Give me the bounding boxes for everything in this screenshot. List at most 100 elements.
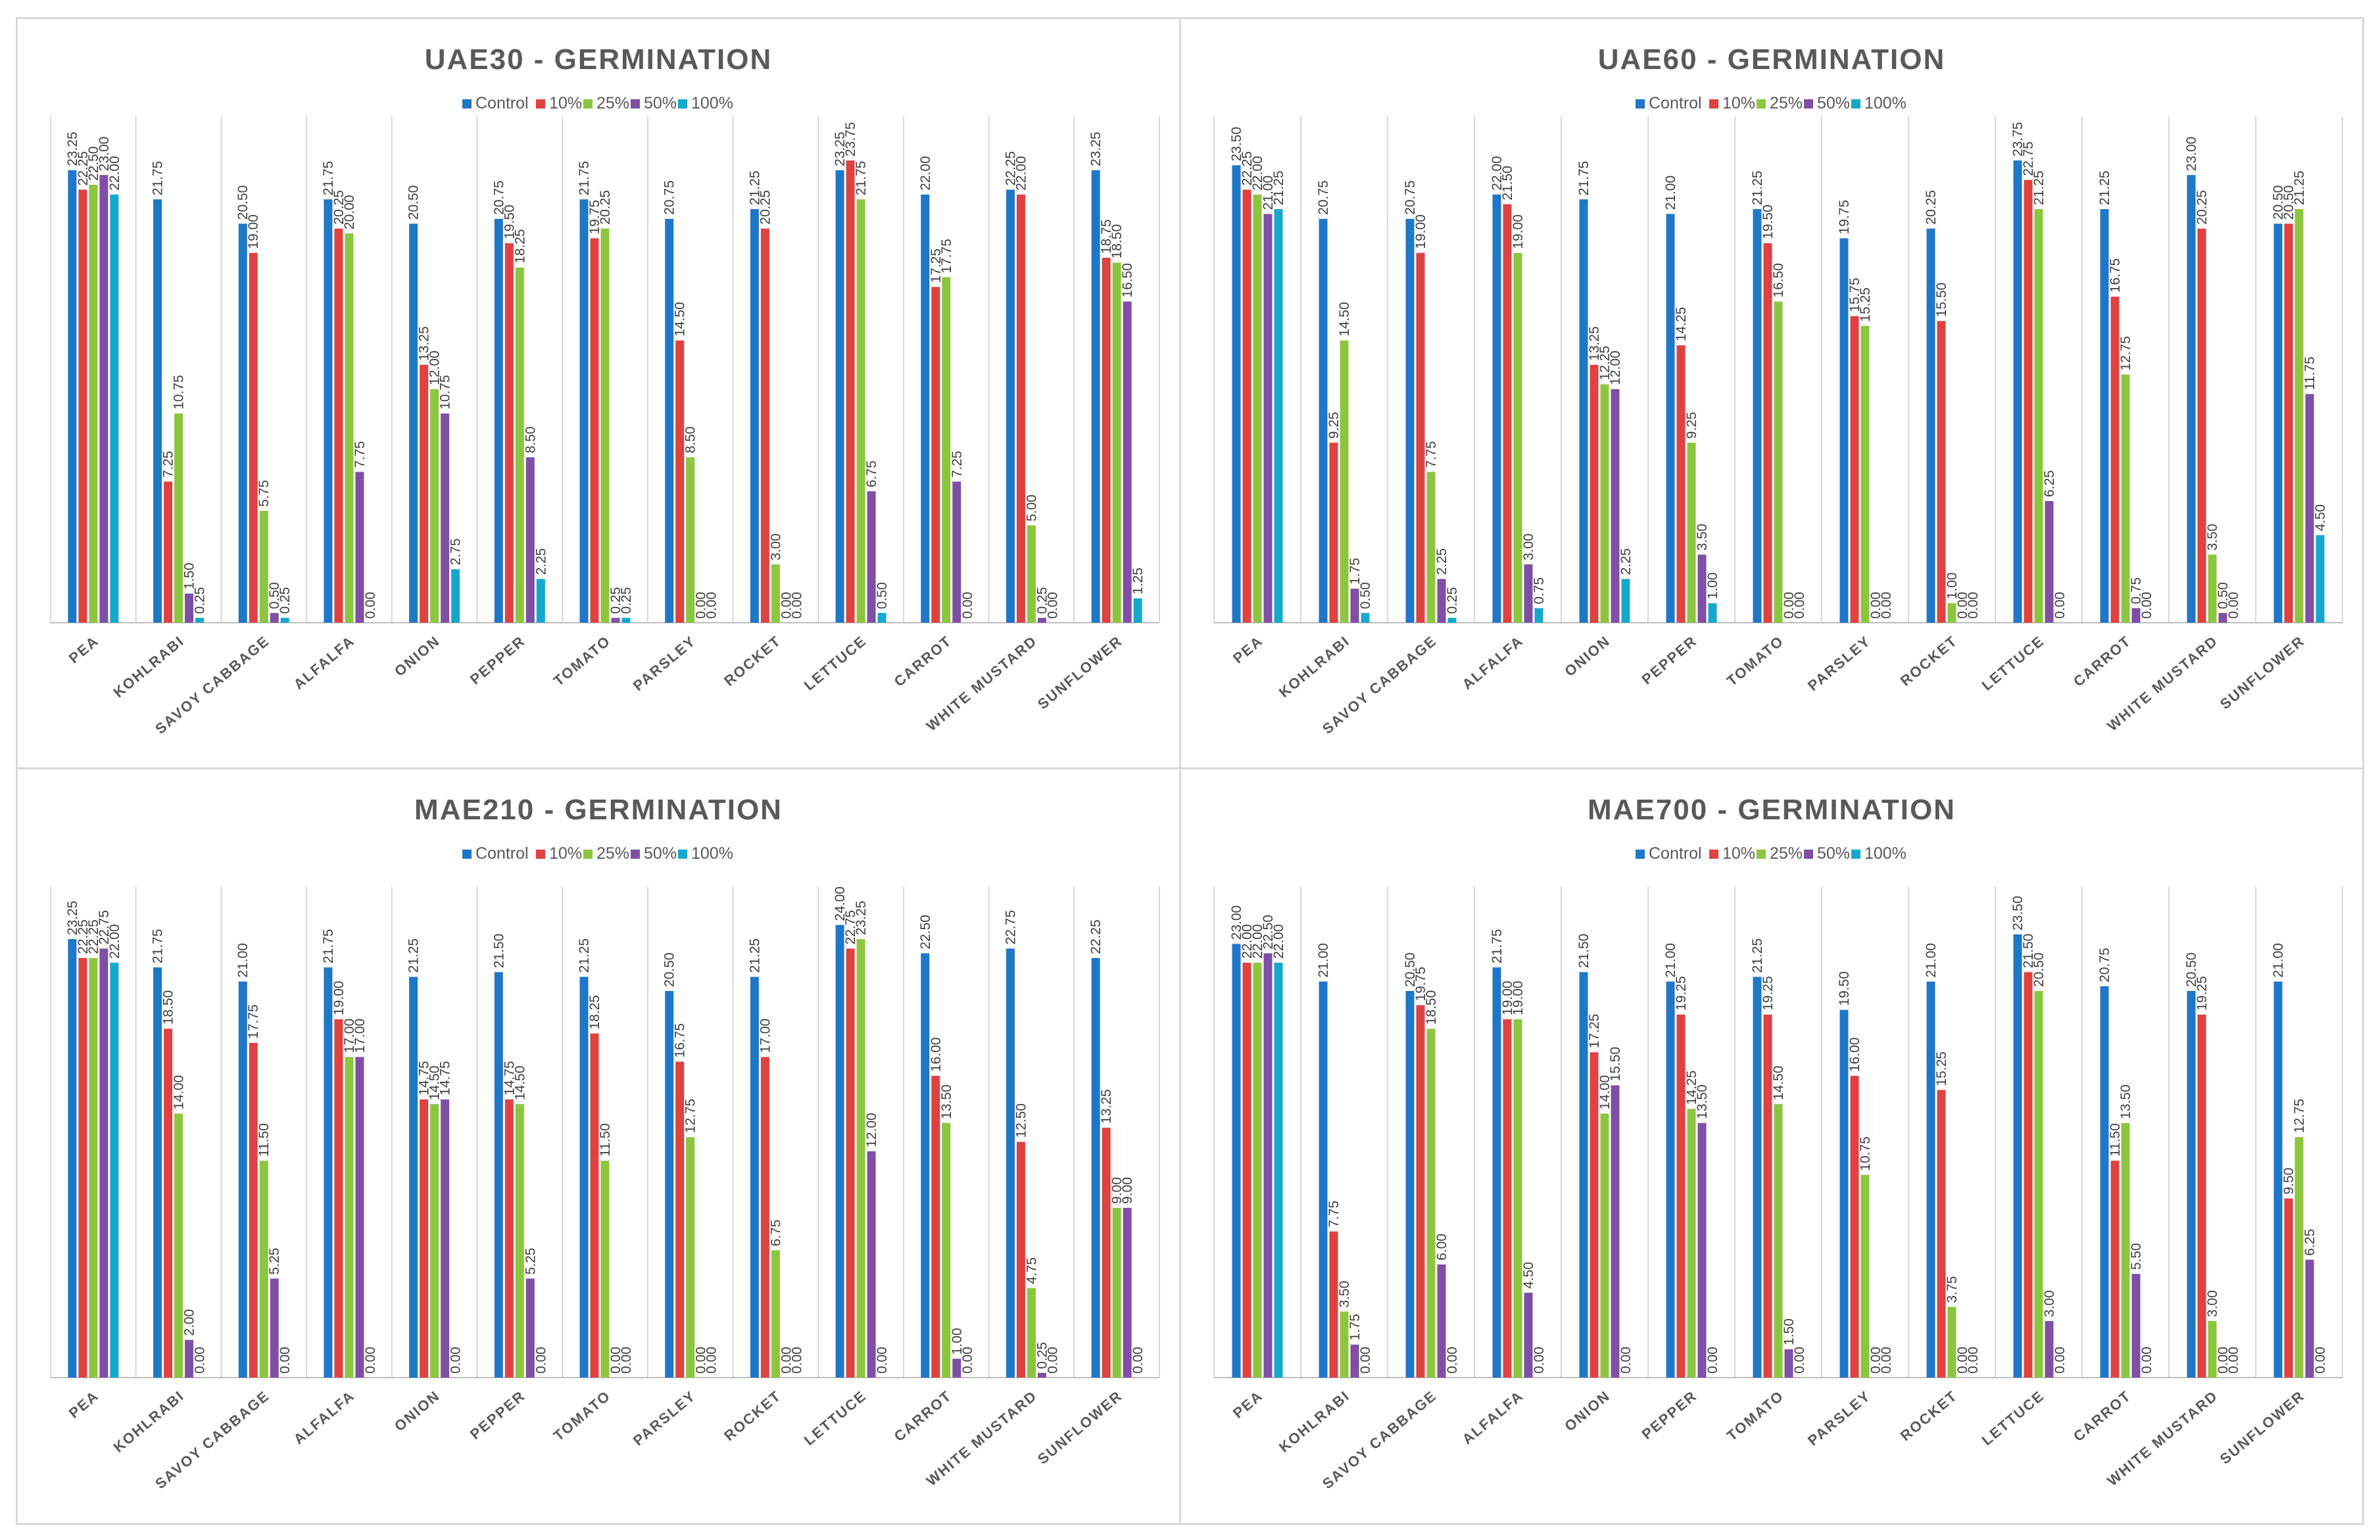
bar bbox=[536, 579, 545, 623]
data-label: 0.00 bbox=[875, 1347, 890, 1374]
data-label: 0.00 bbox=[1966, 592, 1981, 619]
bar bbox=[1416, 253, 1425, 623]
data-label: 3.75 bbox=[1945, 1276, 1960, 1303]
data-label: 0.25 bbox=[1034, 587, 1050, 614]
data-label: 1.25 bbox=[1130, 567, 1146, 594]
bar bbox=[1350, 589, 1359, 623]
legend-item-pct-25: 25% bbox=[1757, 844, 1803, 863]
bar bbox=[1513, 253, 1522, 623]
bar bbox=[1405, 991, 1415, 1378]
bar bbox=[1102, 1127, 1111, 1378]
bar bbox=[1676, 1014, 1686, 1378]
data-label: 23.25 bbox=[854, 901, 869, 936]
legend-item-pct-100: 100% bbox=[678, 844, 733, 863]
bar bbox=[1253, 194, 1262, 623]
bar bbox=[2208, 1320, 2217, 1378]
data-label: 18.75 bbox=[1099, 219, 1114, 254]
bar bbox=[600, 1161, 610, 1378]
bar bbox=[1405, 218, 1415, 623]
bar bbox=[835, 925, 844, 1378]
data-label: 0.00 bbox=[960, 592, 975, 619]
data-label: 23.25 bbox=[833, 132, 848, 166]
category-label: LETTUCE bbox=[801, 1387, 870, 1449]
bar bbox=[504, 243, 514, 623]
bar bbox=[1774, 301, 1783, 623]
data-label: 4.50 bbox=[1521, 1262, 1536, 1289]
data-label: 19.50 bbox=[502, 205, 517, 239]
legend-swatch bbox=[1636, 850, 1645, 859]
data-label: 1.75 bbox=[1348, 558, 1363, 585]
data-label: 19.25 bbox=[2195, 976, 2210, 1011]
data-label: 21.25 bbox=[747, 170, 762, 205]
data-label: 23.25 bbox=[65, 901, 80, 936]
bar bbox=[2295, 209, 2304, 623]
data-label: 20.25 bbox=[598, 190, 613, 225]
category-label: PEPPER bbox=[1639, 1387, 1701, 1443]
data-label: 17.75 bbox=[939, 239, 954, 274]
data-label: 6.75 bbox=[864, 460, 879, 487]
legend-item-pct-25: 25% bbox=[583, 844, 629, 863]
bar bbox=[1784, 1349, 1793, 1378]
data-label: 3.00 bbox=[1521, 533, 1536, 560]
data-label: 0.00 bbox=[363, 1347, 378, 1374]
bar bbox=[2273, 224, 2283, 623]
bar bbox=[249, 253, 258, 623]
data-label: 0.00 bbox=[1792, 592, 1807, 619]
data-label: 22.25 bbox=[76, 919, 91, 954]
data-label: 0.00 bbox=[2313, 1347, 2328, 1374]
legend-swatch bbox=[1757, 850, 1766, 859]
data-label: 0.00 bbox=[2139, 1347, 2154, 1374]
data-label: 12.00 bbox=[1608, 350, 1623, 385]
data-label: 20.50 bbox=[662, 952, 677, 987]
bar bbox=[1590, 364, 1599, 623]
data-label: 3.50 bbox=[2205, 524, 2220, 551]
data-label: 22.25 bbox=[86, 919, 101, 954]
bar bbox=[1947, 1307, 1956, 1378]
bar-group-tomato: 21.25 18.25 11.50 0.000.00 bbox=[577, 938, 634, 1378]
bar bbox=[846, 948, 855, 1378]
bar bbox=[78, 957, 87, 1378]
data-label: 0.00 bbox=[1532, 1347, 1547, 1374]
bar bbox=[1753, 976, 1762, 1378]
data-label: 16.50 bbox=[1771, 263, 1786, 298]
data-label: 5.00 bbox=[1024, 494, 1039, 521]
data-label: 6.25 bbox=[2302, 1229, 2318, 1256]
data-label: 0.25 bbox=[1445, 587, 1460, 614]
data-label: 0.25 bbox=[608, 587, 623, 614]
data-label: 0.00 bbox=[1445, 1347, 1460, 1374]
bar bbox=[1697, 554, 1707, 623]
data-label: 6.25 bbox=[2042, 470, 2057, 497]
legend-label: 10% bbox=[549, 94, 582, 112]
data-label: 23.50 bbox=[1229, 127, 1244, 162]
bar bbox=[1774, 1104, 1783, 1378]
legend-item-control: Control bbox=[1636, 94, 1702, 112]
bar bbox=[238, 981, 247, 1378]
bar bbox=[1676, 345, 1686, 623]
data-label: 20.50 bbox=[1403, 952, 1418, 987]
bar bbox=[1027, 1287, 1036, 1378]
data-label: 21.00 bbox=[1261, 176, 1276, 210]
category-label: CARROT bbox=[891, 633, 955, 690]
data-label: 23.50 bbox=[2010, 896, 2026, 930]
bar bbox=[1492, 194, 1501, 623]
bar-group-parsley: 19.50 16.00 10.75 0.000.00 bbox=[1837, 971, 1894, 1378]
legend-item-pct-25: 25% bbox=[1757, 94, 1803, 112]
data-label: 23.00 bbox=[1229, 905, 1244, 940]
bar bbox=[1329, 443, 1338, 623]
data-label: 18.50 bbox=[161, 990, 176, 1025]
bar bbox=[1112, 1207, 1121, 1378]
data-label: 21.25 bbox=[2097, 170, 2112, 205]
legend-item-pct-100: 100% bbox=[1851, 844, 1906, 863]
data-label: 21.25 bbox=[577, 938, 592, 973]
data-label: 19.00 bbox=[246, 214, 261, 249]
chart-mae700: MAE700 - GERMINATION Control 10% 25% 50% 100%… bbox=[1213, 794, 2343, 1492]
